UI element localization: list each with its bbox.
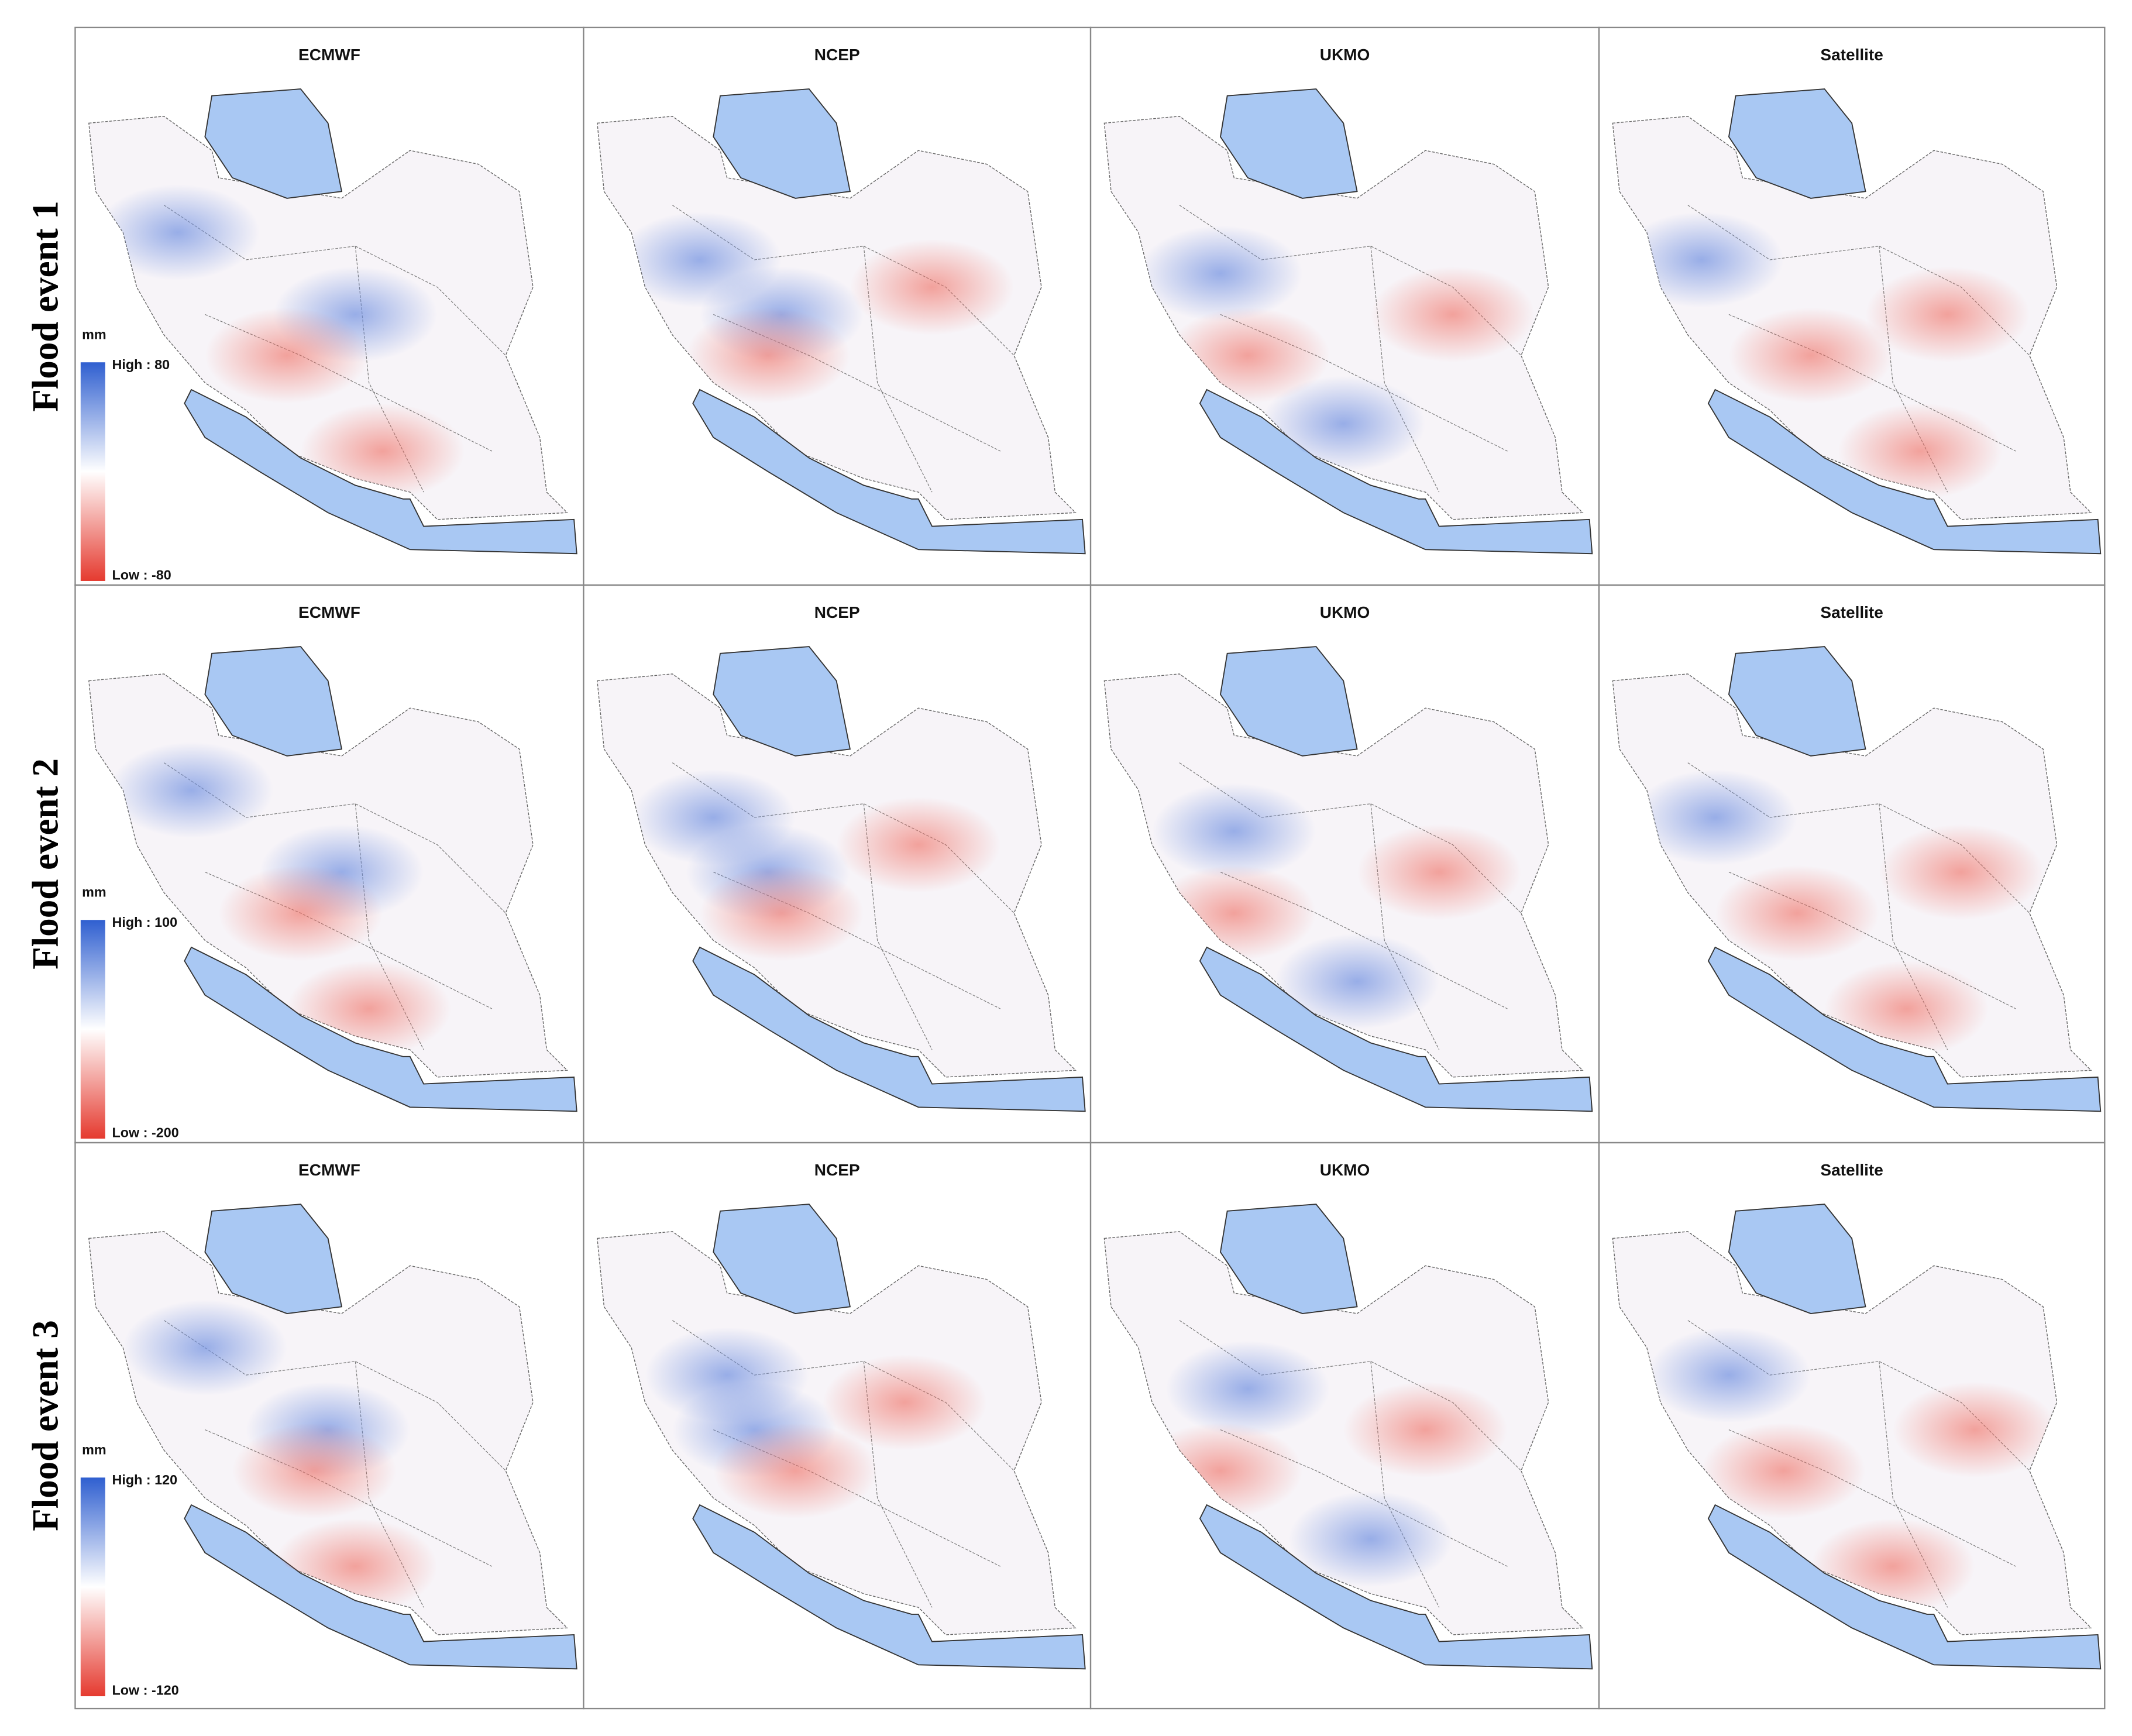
anomaly-field (617, 212, 1015, 404)
colorbar (80, 1477, 105, 1697)
panel-title: UKMO (1320, 603, 1370, 621)
anomaly-blob (1646, 1327, 1811, 1423)
map-panel: ECMWF mm High : 100 Low : -200 (74, 584, 584, 1144)
anomaly-field (645, 1327, 987, 1519)
anomaly-field (95, 184, 465, 499)
legend-unit: mm (82, 885, 106, 900)
anomaly-blob (232, 1422, 397, 1519)
panel-title: Satellite (1820, 1161, 1883, 1179)
map-panel: UKMO (1089, 584, 1600, 1144)
legend-unit: mm (82, 327, 106, 342)
row-label: Flood event 3 (25, 1320, 66, 1531)
map-panel: UKMO (1089, 26, 1600, 586)
colorbar (80, 920, 105, 1139)
anomaly-blob (1261, 376, 1426, 472)
anomaly-field (1138, 225, 1535, 472)
anomaly-blob (95, 184, 260, 281)
legend-low: Low : -80 (112, 568, 171, 583)
map-panel: NCEP (583, 26, 1092, 586)
anomaly-blob (1893, 1381, 2057, 1478)
anomaly-blob (1288, 1491, 1453, 1587)
panel-title: NCEP (814, 603, 860, 621)
map-panel: Satellite (1598, 1142, 2106, 1710)
map-panel: NCEP (583, 1142, 1092, 1710)
anomaly-blob (713, 1422, 878, 1519)
anomaly-blob (1633, 769, 1797, 865)
anomaly-blob (1138, 225, 1303, 322)
panel-title: Satellite (1820, 603, 1883, 621)
anomaly-blob (1370, 266, 1535, 363)
anomaly-blob (1865, 266, 2030, 363)
row-label: Flood event 1 (25, 201, 66, 412)
anomaly-field (1619, 212, 2030, 499)
legend-unit: mm (82, 1442, 106, 1457)
anomaly-blob (1165, 1340, 1330, 1437)
panel-title: NCEP (814, 1161, 860, 1179)
anomaly-blob (1357, 824, 1521, 920)
colorbar (80, 362, 105, 581)
anomaly-blob (123, 1300, 287, 1396)
anomaly-field (123, 1300, 438, 1614)
panel-title: ECMWF (298, 603, 360, 621)
anomaly-blob (1728, 307, 1893, 404)
anomaly-blob (836, 797, 1000, 893)
map-panel: Satellite (1598, 26, 2106, 586)
anomaly-blob (850, 239, 1015, 335)
anomaly-blob (1879, 824, 2044, 920)
anomaly-field (631, 769, 1000, 961)
map-panel: Satellite (1598, 584, 2106, 1144)
map-panel: ECMWF mm High : 120 Low : -120 (74, 1142, 584, 1710)
panel-title: NCEP (814, 46, 860, 64)
map-panel: NCEP (583, 584, 1092, 1144)
panel-title: Satellite (1820, 46, 1883, 64)
panel-title: UKMO (1320, 46, 1370, 64)
anomaly-blob (205, 307, 369, 404)
anomaly-blob (1343, 1381, 1508, 1478)
anomaly-blob (1838, 403, 2003, 499)
panel-title: ECMWF (298, 46, 360, 64)
legend-low: Low : -200 (112, 1125, 179, 1140)
panel-title: UKMO (1320, 1161, 1370, 1179)
legend-low: Low : -120 (112, 1683, 179, 1698)
legend-high: High : 80 (112, 357, 170, 372)
anomaly-blob (218, 865, 383, 961)
anomaly-blob (686, 307, 850, 404)
anomaly-blob (1619, 212, 1784, 308)
anomaly-blob (699, 865, 864, 961)
row-label: Flood event 2 (25, 758, 66, 970)
anomaly-blob (1275, 933, 1439, 1030)
legend-high: High : 120 (112, 1472, 178, 1487)
anomaly-blob (1152, 783, 1316, 879)
anomaly-blob (823, 1355, 987, 1450)
anomaly-blob (109, 742, 274, 838)
anomaly-blob (1701, 1422, 1866, 1519)
map-panel: UKMO (1089, 1142, 1600, 1710)
legend-high: High : 100 (112, 915, 178, 930)
map-panel: ECMWF mm High : 80 Low : -80 (74, 26, 584, 586)
anomaly-blob (1715, 865, 1879, 961)
panel-title: ECMWF (298, 1161, 360, 1179)
